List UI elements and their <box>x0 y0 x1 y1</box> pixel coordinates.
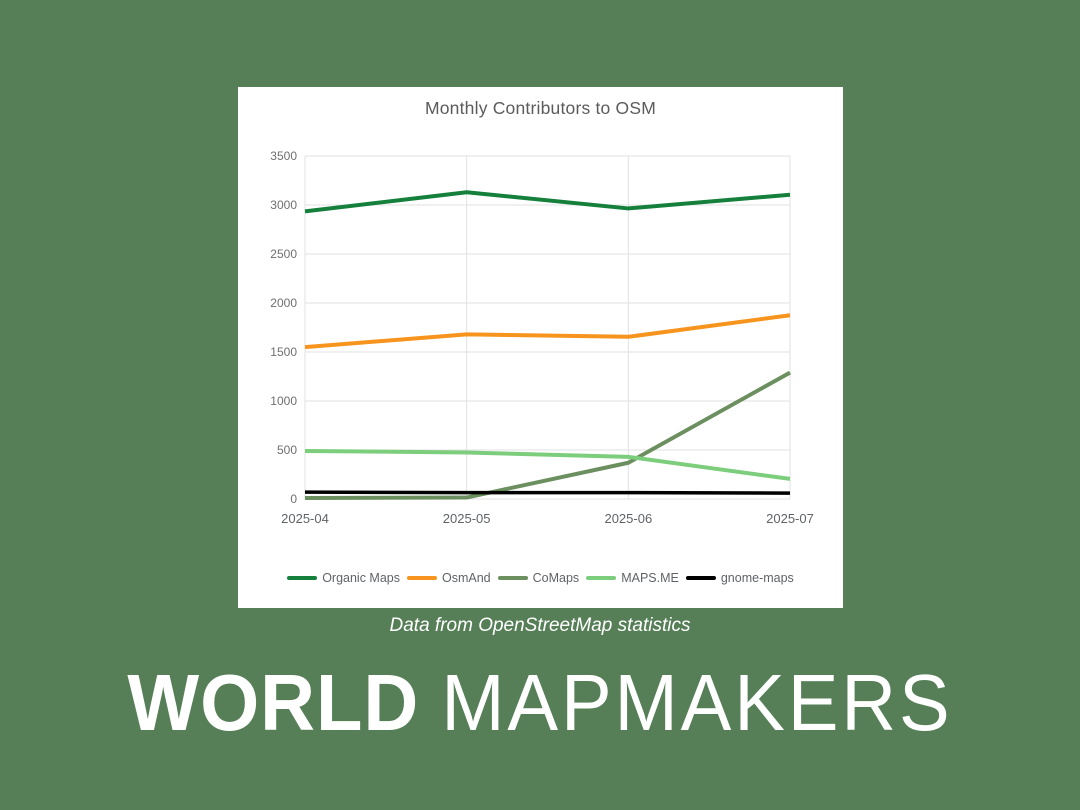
x-axis-tick-label: 2025-06 <box>604 511 652 526</box>
series-line-maps-me <box>304 448 791 481</box>
legend-swatch-icon <box>685 576 716 580</box>
data-source-caption: Data from OpenStreetMap statistics <box>389 615 691 636</box>
wordmark-space <box>419 658 441 747</box>
y-axis-tick-label: 3500 <box>270 149 297 163</box>
y-axis-tick-label: 3000 <box>270 198 297 212</box>
legend-label: OsmAnd <box>442 571 491 585</box>
x-axis-tick-label: 2025-05 <box>443 511 491 526</box>
legend-item: OsmAnd <box>407 571 491 585</box>
wordmark-bold-text: WORLD <box>127 658 420 747</box>
series-line-organic-maps <box>304 190 791 214</box>
chart-title: Monthly Contributors to OSM <box>424 98 657 118</box>
wordmark-thin-text: MAPMAKERS <box>441 658 953 747</box>
line-chart: 0 500 1000 1500 2000 2500 3000 3500 2025-04 2025-… <box>270 149 814 526</box>
legend-swatch-icon <box>407 576 437 580</box>
series-line-gnome-maps <box>304 490 791 495</box>
series-line-comaps <box>304 370 791 501</box>
legend-swatch-icon <box>497 576 528 580</box>
legend-item: CoMaps <box>497 571 580 585</box>
y-axis-tick-label: 2500 <box>270 247 297 261</box>
legend-item: Organic Maps <box>287 571 400 585</box>
chart-card: Monthly Contributors to OSM 0 500 1000 1500… <box>238 87 843 608</box>
wordmark-title: WORLD MAPMAKERS <box>27 656 1053 750</box>
y-axis-tick-label: 2000 <box>270 296 297 310</box>
legend-item: gnome-maps <box>685 571 794 585</box>
x-axis-tick-label: 2025-07 <box>766 511 814 526</box>
legend-label: gnome-maps <box>720 571 794 585</box>
legend-item: MAPS.ME <box>586 571 679 585</box>
chart-legend: Organic Maps OsmAnd CoMaps MAPS.ME gnome-map… <box>238 571 843 585</box>
legend-label: CoMaps <box>532 571 580 585</box>
legend-label: Organic Maps <box>322 571 400 585</box>
y-axis-tick-label: 0 <box>290 492 297 506</box>
legend-label: MAPS.ME <box>621 571 679 585</box>
y-axis-tick-label: 1000 <box>270 394 297 408</box>
legend-swatch-icon <box>586 576 617 580</box>
y-axis-tick-label: 1500 <box>270 345 297 359</box>
y-axis-tick-label: 500 <box>277 443 297 457</box>
series-line-osmand <box>304 313 791 350</box>
legend-swatch-icon <box>287 576 318 580</box>
x-axis-tick-label: 2025-04 <box>281 511 329 526</box>
